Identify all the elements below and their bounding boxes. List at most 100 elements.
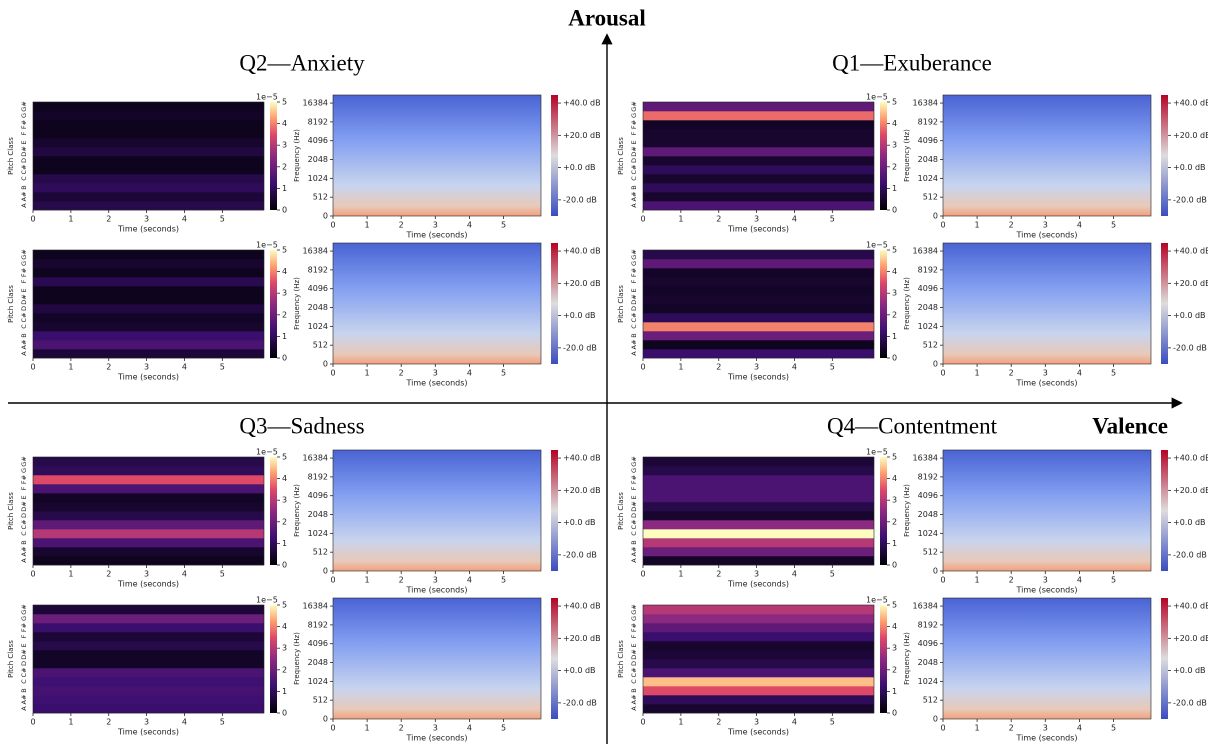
colorbar-tick-label: 2 xyxy=(282,162,287,171)
x-tick-label: 2 xyxy=(106,570,111,579)
chroma-row xyxy=(643,183,874,193)
y-tick-label: 2048 xyxy=(918,510,938,519)
pitch-label: D xyxy=(20,306,28,311)
chroma-row xyxy=(643,466,874,476)
chroma-row xyxy=(33,192,264,202)
x-tick-label: 3 xyxy=(754,215,759,224)
chroma-row xyxy=(643,129,874,139)
chroma-row xyxy=(643,668,874,678)
y-tick-label: 1024 xyxy=(308,529,328,538)
chroma-row xyxy=(643,349,874,359)
chroma-row xyxy=(643,632,874,642)
pitch-label: G xyxy=(20,113,28,118)
colorbar-tick-label: 4 xyxy=(892,267,897,276)
colorbar-tick-label: +40.0 dB xyxy=(563,247,601,256)
colorbar-tick-label: 2 xyxy=(892,665,897,674)
y-tick-label: 512 xyxy=(923,548,938,557)
x-tick-label: 0 xyxy=(940,724,945,733)
pitch-axis-label: Pitch Class xyxy=(617,137,625,175)
x-axis-label: Time (seconds) xyxy=(405,586,467,595)
colorbar xyxy=(551,598,558,719)
pitch-label: A# xyxy=(20,192,28,202)
colorbar xyxy=(270,250,277,358)
x-tick-label: 0 xyxy=(330,576,335,585)
y-tick-label: 0 xyxy=(933,715,938,724)
pitch-label: B xyxy=(20,185,28,189)
colorbar-tick-label: 5 xyxy=(892,98,897,107)
colorbar-tick-label: 0 xyxy=(282,561,287,570)
y-tick-label: 8192 xyxy=(308,117,328,126)
colorbar xyxy=(270,457,277,565)
x-tick-label: 1 xyxy=(678,718,683,727)
pitch-label: D xyxy=(630,661,638,666)
chroma-frame xyxy=(32,249,265,359)
pitch-label: D# xyxy=(20,294,28,304)
x-tick-label: 4 xyxy=(792,363,797,372)
x-tick-label: 4 xyxy=(467,221,472,230)
pitch-label: F# xyxy=(630,268,638,277)
x-tick-label: 0 xyxy=(30,570,35,579)
x-tick-label: 5 xyxy=(220,570,225,579)
colorbar-tick-label: +0.0 dB xyxy=(563,666,596,675)
chroma-row xyxy=(643,529,874,539)
x-axis-label: Time (seconds) xyxy=(117,728,179,737)
pitch-label: E xyxy=(630,140,638,144)
chroma-row xyxy=(33,304,264,314)
y-axis-label: Frequency (Hz) xyxy=(903,632,911,685)
chroma-row xyxy=(33,650,264,660)
y-tick-label: 4096 xyxy=(308,639,328,648)
y-tick-label: 4096 xyxy=(918,639,938,648)
pitch-label: A xyxy=(630,558,638,563)
x-tick-label: 0 xyxy=(940,221,945,230)
colorbar xyxy=(880,605,887,713)
chroma-row xyxy=(643,547,874,557)
y-tick-label: 512 xyxy=(923,341,938,350)
colorbar-tick-label: +40.0 dB xyxy=(1173,602,1208,611)
x-tick-label: 5 xyxy=(830,570,835,579)
chroma-row xyxy=(643,277,874,287)
y-tick-label: 8192 xyxy=(308,265,328,274)
chroma-row xyxy=(643,623,874,633)
chroma-row xyxy=(33,102,264,112)
chroma-row xyxy=(33,529,264,539)
x-tick-label: 4 xyxy=(182,718,187,727)
y-tick-label: 2048 xyxy=(308,658,328,667)
y-tick-label: 4096 xyxy=(308,284,328,293)
x-axis-label: Time (seconds) xyxy=(727,728,789,737)
pitch-label: E xyxy=(630,495,638,499)
x-tick-label: 4 xyxy=(467,576,472,585)
y-axis-label: Frequency (Hz) xyxy=(293,129,301,182)
pitch-axis-label: Pitch Class xyxy=(7,492,15,530)
x-tick-label: 0 xyxy=(640,570,645,579)
colorbar-tick-label: 5 xyxy=(282,98,287,107)
x-tick-label: 2 xyxy=(716,570,721,579)
y-tick-label: 16384 xyxy=(303,247,328,256)
colorbar-tick-label: +20.0 dB xyxy=(563,131,601,140)
chroma-frame xyxy=(642,456,875,566)
chroma-row xyxy=(643,475,874,485)
colorbar-tick-label: 1 xyxy=(282,687,287,696)
chroma-row xyxy=(33,129,264,139)
colorbar-tick-label: -20.0 dB xyxy=(1173,550,1207,559)
colorbar xyxy=(1161,598,1168,719)
chroma-row xyxy=(33,259,264,269)
pitch-label: F xyxy=(630,279,638,283)
colorbar xyxy=(1161,243,1168,364)
pitch-label: C xyxy=(630,324,638,329)
colorbar-tick-label: -20.0 dB xyxy=(563,343,597,352)
x-tick-label: 0 xyxy=(30,718,35,727)
colorbar-scale: 1e−5 xyxy=(256,241,278,250)
pitch-label: F# xyxy=(630,475,638,484)
x-axis-label: Time (seconds) xyxy=(117,580,179,589)
pitch-label: G# xyxy=(630,456,638,466)
colorbar-tick-label: 5 xyxy=(282,453,287,462)
colorbar-tick-label: 0 xyxy=(282,354,287,363)
colorbar-tick-label: 0 xyxy=(282,709,287,718)
colorbar-tick-label: 2 xyxy=(892,310,897,319)
chroma-row xyxy=(643,457,874,467)
colorbar-tick-label: 1 xyxy=(892,184,897,193)
x-tick-label: 2 xyxy=(106,363,111,372)
y-tick-label: 1024 xyxy=(308,174,328,183)
x-tick-label: 1 xyxy=(365,221,370,230)
x-tick-label: 1 xyxy=(365,724,370,733)
